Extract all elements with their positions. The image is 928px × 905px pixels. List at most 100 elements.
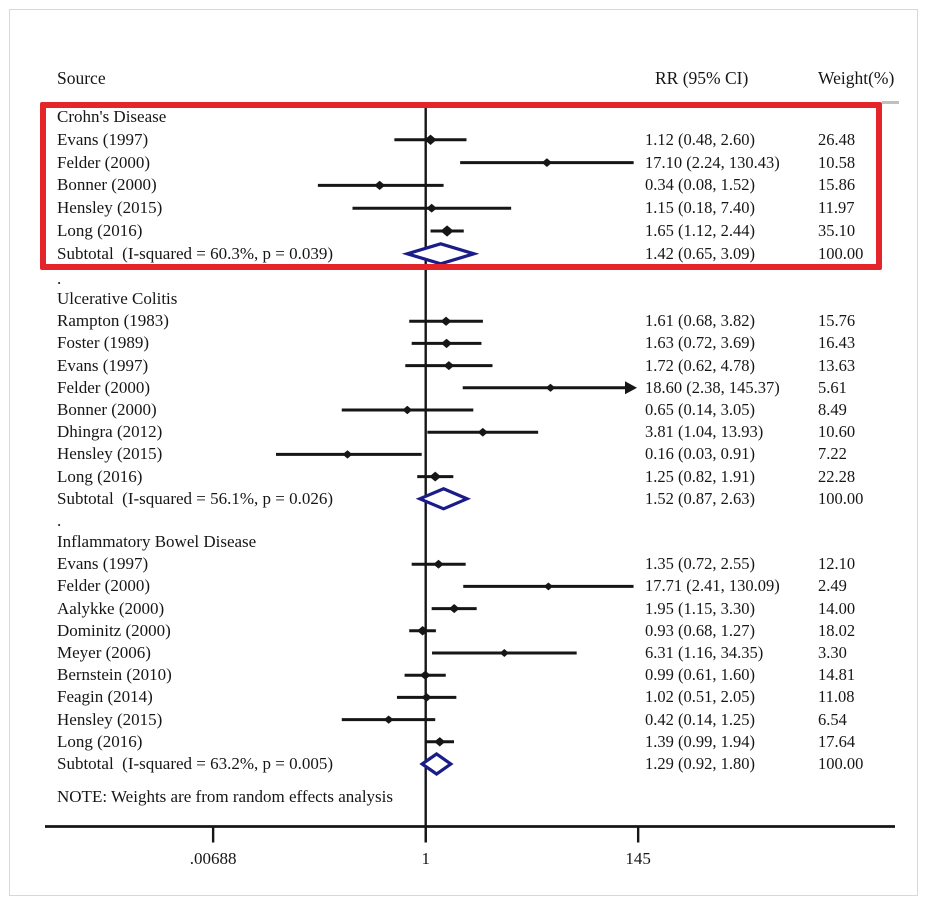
rr-value: 18.60 (2.38, 145.37) [645, 377, 780, 397]
note-text: NOTE: Weights are from random effects an… [57, 787, 394, 806]
rr-value: 1.12 (0.48, 2.60) [645, 129, 755, 149]
weight-value: 2.49 [818, 576, 847, 596]
effect-marker [421, 693, 432, 702]
rr-value: 6.31 (1.16, 34.35) [645, 643, 764, 662]
subtotal-diamond [419, 752, 454, 776]
rr-value: 1.63 (0.72, 3.69) [645, 333, 755, 353]
study-label: Evans (1997) [57, 355, 149, 375]
weight-value: 35.10 [818, 221, 856, 240]
rr-value: 0.99 (0.61, 1.60) [645, 665, 755, 685]
study-label: Felder (2000) [57, 377, 151, 397]
study-label: Long (2016) [57, 221, 143, 240]
weight-value: 22.28 [818, 466, 856, 486]
study-label: Felder (2000) [57, 152, 151, 172]
column-header-rr: RR (95% CI) [655, 68, 749, 88]
effect-marker [402, 405, 413, 415]
column-header-source: Source [57, 68, 106, 88]
section-label: Crohn's Disease [57, 107, 167, 126]
effect-marker [374, 180, 386, 191]
effect-marker [429, 471, 442, 482]
effect-marker [434, 737, 446, 747]
effect-marker [440, 225, 454, 237]
study-label: Aalykke (2000) [57, 598, 165, 618]
weight-value: 15.76 [818, 311, 856, 331]
study-label: Dominitz (2000) [57, 620, 171, 640]
effect-marker [443, 361, 455, 371]
rr-value: 1.52 (0.87, 2.63) [645, 488, 755, 508]
study-label: Evans (1997) [57, 554, 149, 574]
weight-value: 10.58 [818, 152, 856, 172]
section-separator: . [57, 269, 62, 288]
weight-value: 8.49 [818, 400, 847, 419]
study-label: Hensley (2015) [57, 709, 163, 729]
rr-value: 17.71 (2.41, 130.09) [645, 576, 780, 596]
study-label: Rampton (1983) [57, 311, 169, 331]
weight-value: 100.00 [818, 488, 864, 508]
weight-value: 26.48 [818, 129, 856, 149]
effect-marker [417, 626, 429, 636]
study-label: Dhingra (2012) [57, 422, 163, 442]
study-label: Long (2016) [57, 466, 143, 486]
weight-value: 5.61 [818, 377, 847, 397]
rr-value: 0.16 (0.03, 0.91) [645, 444, 755, 464]
study-label: Hensley (2015) [57, 198, 163, 218]
weight-value: 14.00 [818, 598, 856, 618]
subtotal-diamond [415, 487, 472, 511]
weight-value: 11.08 [818, 687, 855, 707]
effect-marker [499, 649, 510, 657]
rr-value: 1.95 (1.15, 3.30) [645, 598, 755, 618]
column-header-weight: Weight(%) [818, 68, 895, 88]
study-label: Long (2016) [57, 731, 143, 751]
rr-value: 0.93 (0.68, 1.27) [645, 620, 755, 640]
weight-value: 16.43 [818, 333, 856, 353]
study-label: Bernstein (2010) [57, 665, 172, 685]
weight-value: 17.64 [818, 731, 856, 751]
weight-value: 13.63 [818, 355, 856, 375]
rr-value: 0.34 (0.08, 1.52) [645, 175, 755, 195]
rr-value: 1.29 (0.92, 1.80) [645, 754, 755, 773]
x-tick-label: .00688 [189, 849, 237, 868]
effect-marker [424, 134, 437, 145]
weight-value: 100.00 [818, 754, 864, 773]
effect-marker [545, 383, 556, 392]
section-label: Inflammatory Bowel Disease [57, 532, 257, 551]
x-tick-label: 1 [421, 849, 430, 868]
study-label: Bonner (2000) [57, 175, 157, 195]
effect-marker [477, 427, 488, 437]
effect-marker [541, 158, 553, 167]
weight-value: 6.54 [818, 709, 847, 729]
weight-value: 18.02 [818, 620, 856, 640]
study-label: Foster (1989) [57, 333, 150, 353]
weight-value: 3.30 [818, 643, 847, 662]
study-label: Bonner (2000) [57, 400, 157, 419]
study-label: Hensley (2015) [57, 444, 163, 464]
rr-value: 1.02 (0.51, 2.05) [645, 687, 755, 707]
study-label: Meyer (2006) [57, 643, 151, 662]
rr-value: 1.25 (0.82, 1.91) [645, 466, 755, 486]
rr-value: 17.10 (2.24, 130.43) [645, 152, 780, 172]
effect-marker [426, 203, 437, 213]
header-rule-remnant [882, 101, 899, 104]
weight-value: 15.86 [818, 175, 856, 195]
rr-value: 1.65 (1.12, 2.44) [645, 221, 755, 240]
weight-value: 7.22 [818, 444, 847, 464]
study-label: Evans (1997) [57, 129, 149, 149]
rr-value: 1.35 (0.72, 2.55) [645, 554, 755, 574]
subtotal-label: Subtotal (I-squared = 56.1%, p = 0.026) [57, 488, 334, 508]
arrow-right-icon [625, 381, 637, 395]
effect-marker [440, 316, 452, 326]
rr-value: 1.72 (0.62, 4.78) [645, 355, 755, 375]
effect-marker [342, 450, 353, 459]
rr-value: 0.42 (0.14, 1.25) [645, 709, 755, 729]
study-label: Felder (2000) [57, 576, 151, 596]
effect-marker [433, 559, 444, 569]
rr-value: 1.39 (0.99, 1.94) [645, 731, 755, 751]
weight-value: 12.10 [818, 554, 856, 574]
weight-value: 10.60 [818, 422, 856, 442]
subtotal-diamond [401, 242, 480, 266]
effect-marker [441, 338, 453, 349]
weight-value: 14.81 [818, 665, 856, 685]
rr-value: 1.15 (0.18, 7.40) [645, 198, 755, 218]
